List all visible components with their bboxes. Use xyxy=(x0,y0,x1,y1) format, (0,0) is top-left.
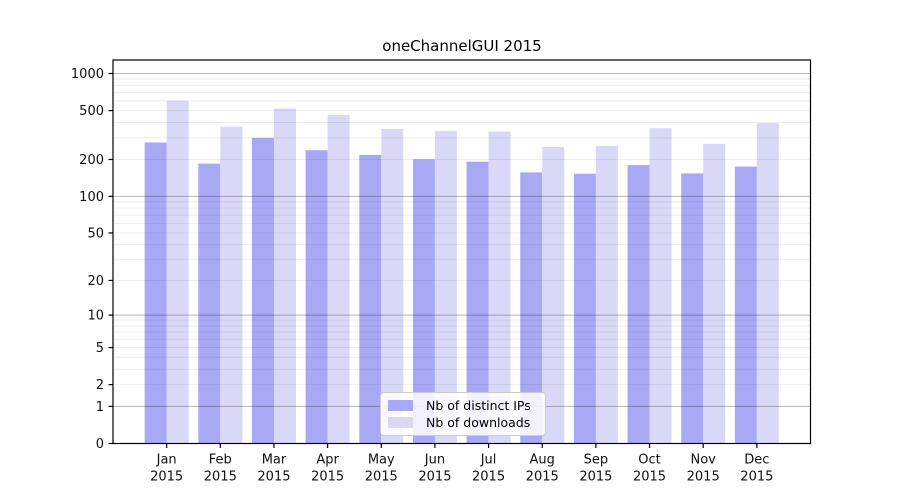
x-tick-label-year: 2015 xyxy=(472,470,505,485)
bar-downloads xyxy=(542,146,565,444)
bar-downloads xyxy=(756,123,779,444)
x-tick-label-month: May xyxy=(368,453,395,468)
bar-downloads xyxy=(327,115,350,444)
x-tick-label-month: Dec xyxy=(744,453,769,468)
bar-distinct-ips xyxy=(144,142,167,444)
x-tick-label-year: 2015 xyxy=(687,470,720,485)
chart-title: oneChannelGUI 2015 xyxy=(382,37,542,55)
x-tick-label-month: Nov xyxy=(691,453,717,468)
y-tick-label: 2 xyxy=(96,378,104,393)
bar-downloads xyxy=(649,128,672,444)
x-tick-label-month: Aug xyxy=(530,453,555,468)
x-tick-label-month: Oct xyxy=(638,453,660,468)
x-tick-label-month: Jan xyxy=(156,453,177,468)
bar-downloads xyxy=(273,108,296,444)
legend: Nb of distinct IPs Nb of downloads xyxy=(380,392,546,436)
x-tick-label-year: 2015 xyxy=(150,470,183,485)
x-tick-label-year: 2015 xyxy=(418,470,451,485)
bar-distinct-ips xyxy=(251,137,274,444)
x-tick-label-year: 2015 xyxy=(526,470,559,485)
x-tick-label-year: 2015 xyxy=(311,470,344,485)
legend-label-downloads: Nb of downloads xyxy=(426,415,531,430)
bar-distinct-ips xyxy=(412,159,435,444)
bar-downloads xyxy=(381,128,404,444)
x-tick-label-year: 2015 xyxy=(740,470,773,485)
y-tick-label: 1000 xyxy=(71,67,104,82)
bar-downloads xyxy=(166,100,189,444)
y-tick-label: 10 xyxy=(87,309,104,324)
legend-label-distinct-ips: Nb of distinct IPs xyxy=(426,398,531,413)
legend-item-distinct-ips: Nb of distinct IPs xyxy=(388,397,537,414)
bar-downloads xyxy=(220,126,243,444)
x-tick-label-year: 2015 xyxy=(204,470,237,485)
bar-distinct-ips xyxy=(305,150,328,444)
y-tick-label: 500 xyxy=(79,104,104,119)
y-tick-label: 50 xyxy=(87,226,104,241)
bar-distinct-ips xyxy=(359,154,382,444)
x-tick-label-month: Apr xyxy=(316,453,339,468)
bar-downloads xyxy=(595,145,618,444)
y-tick-label: 200 xyxy=(79,153,104,168)
x-tick-label-month: Sep xyxy=(584,453,609,468)
x-tick-label-year: 2015 xyxy=(633,470,666,485)
legend-swatch-distinct-ips xyxy=(388,400,413,411)
x-tick-label-month: Jun xyxy=(424,453,445,468)
x-tick-label-month: Mar xyxy=(262,453,287,468)
y-tick-label: 20 xyxy=(87,274,104,289)
bar-distinct-ips xyxy=(466,161,489,444)
bar-distinct-ips xyxy=(198,163,221,444)
x-tick-label-year: 2015 xyxy=(365,470,398,485)
legend-swatch-downloads xyxy=(388,417,413,428)
bar-distinct-ips xyxy=(520,172,543,444)
y-tick-label: 0 xyxy=(96,437,104,452)
y-tick-label: 1 xyxy=(96,400,104,415)
y-tick-label: 5 xyxy=(96,341,104,356)
bar-downloads xyxy=(434,130,457,444)
x-tick-label-month: Jul xyxy=(480,453,497,468)
bar-distinct-ips xyxy=(627,165,650,444)
x-tick-label-year: 2015 xyxy=(257,470,290,485)
x-tick-label-month: Feb xyxy=(209,453,232,468)
plot-border xyxy=(112,59,812,445)
bar-distinct-ips xyxy=(734,166,757,444)
bar-distinct-ips xyxy=(573,173,596,444)
bar-distinct-ips xyxy=(681,173,704,444)
legend-item-downloads: Nb of downloads xyxy=(388,414,537,431)
x-tick-label-year: 2015 xyxy=(579,470,612,485)
bar-downloads xyxy=(703,143,726,444)
y-tick-label: 100 xyxy=(79,190,104,205)
bar-downloads xyxy=(488,131,511,444)
